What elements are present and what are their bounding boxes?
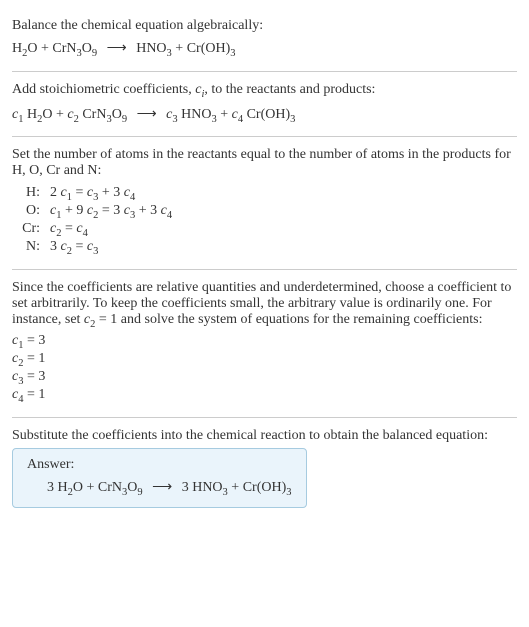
- reaction-arrow: ⟶: [131, 107, 163, 122]
- t: + 3: [135, 203, 160, 218]
- atom-balance-title: Set the number of atoms in the reactants…: [12, 147, 517, 179]
- t: Cr(OH): [243, 107, 290, 122]
- atom-eq: 3 c2 = c3: [50, 239, 98, 257]
- t: CrN: [79, 107, 107, 122]
- atom-row-cr: Cr: c2 = c4: [12, 221, 517, 239]
- coeff-c3: c3 = 3: [12, 369, 517, 387]
- lhs-part: O + CrN: [27, 41, 76, 56]
- section-stoichiometric: Add stoichiometric coefficients, ci, to …: [12, 72, 517, 138]
- atom-row-n: N: 3 c2 = c3: [12, 239, 517, 257]
- s: 4: [167, 210, 172, 221]
- t: 3 HNO: [182, 480, 223, 495]
- section-atom-balance: Set the number of atoms in the reactants…: [12, 137, 517, 269]
- atom-equations: H: 2 c1 = c3 + 3 c4 O: c1 + 9 c2 = 3 c3 …: [12, 185, 517, 256]
- balanced-equation: 3 H2O + CrN3O9 ⟶ 3 HNO3 + Cr(OH)3: [27, 479, 292, 498]
- section-answer: Substitute the coefficients into the che…: [12, 418, 517, 509]
- reaction-arrow: ⟶: [146, 480, 178, 495]
- unbalanced-equation: H2O + CrN3O9 ⟶ HNO3 + Cr(OH)3: [12, 40, 517, 59]
- t: =: [72, 239, 87, 254]
- t: + 3: [98, 185, 123, 200]
- rhs-part: + Cr(OH): [172, 41, 230, 56]
- atom-eq: 2 c1 = c3 + 3 c4: [50, 185, 135, 203]
- t: 2: [50, 185, 61, 200]
- reaction-arrow: ⟶: [101, 41, 133, 56]
- t: O: [112, 107, 122, 122]
- atom-label: Cr:: [12, 221, 40, 239]
- coeff-c2: c2 = 1: [12, 351, 517, 369]
- t: 3 H: [47, 480, 68, 495]
- atom-eq: c1 + 9 c2 = 3 c3 + 3 c4: [50, 203, 172, 221]
- section-solve: Since the coefficients are relative quan…: [12, 270, 517, 418]
- answer-box: Answer: 3 H2O + CrN3O9 ⟶ 3 HNO3 + Cr(OH)…: [12, 448, 307, 509]
- atom-label: N:: [12, 239, 40, 257]
- eq: = 1: [23, 387, 45, 402]
- t: + Cr(OH): [228, 480, 286, 495]
- t: 3: [50, 239, 61, 254]
- eq: = 3: [23, 333, 45, 348]
- coefficient-solutions: c1 = 3 c2 = 1 c3 = 3 c4 = 1: [12, 333, 517, 404]
- lhs-part: H: [12, 41, 22, 56]
- t: =: [72, 185, 87, 200]
- text: Add stoichiometric coefficients,: [12, 82, 195, 97]
- t: O: [127, 480, 137, 495]
- atom-label: H:: [12, 185, 40, 203]
- s: 4: [130, 192, 135, 203]
- t: = 1 and solve the system of equations fo…: [95, 312, 482, 327]
- sub: 9: [122, 113, 127, 124]
- s: 9: [137, 486, 142, 497]
- substitute-title: Substitute the coefficients into the che…: [12, 428, 517, 444]
- problem-title: Balance the chemical equation algebraica…: [12, 18, 517, 34]
- atom-eq: c2 = c4: [50, 221, 88, 239]
- atom-row-h: H: 2 c1 = c3 + 3 c4: [12, 185, 517, 203]
- t: O + CrN: [73, 480, 122, 495]
- atom-row-o: O: c1 + 9 c2 = 3 c3 + 3 c4: [12, 203, 517, 221]
- t: = 3: [98, 203, 123, 218]
- sub: 3: [230, 48, 235, 59]
- rhs-part: HNO: [136, 41, 166, 56]
- coeff-c1: c1 = 3: [12, 333, 517, 351]
- solve-text: Since the coefficients are relative quan…: [12, 280, 517, 330]
- t: +: [217, 107, 232, 122]
- s: 3: [93, 246, 98, 257]
- s: 3: [286, 486, 291, 497]
- atom-label: O:: [12, 203, 40, 221]
- text: , to the reactants and products:: [204, 82, 375, 97]
- t: + 9: [61, 203, 86, 218]
- s: 4: [83, 228, 88, 239]
- t: O +: [42, 107, 67, 122]
- lhs-part: O: [82, 41, 92, 56]
- t: =: [61, 221, 76, 236]
- stoich-title: Add stoichiometric coefficients, ci, to …: [12, 82, 517, 100]
- eq: = 3: [23, 369, 45, 384]
- t: H: [23, 107, 37, 122]
- sub: 3: [290, 113, 295, 124]
- t: HNO: [178, 107, 212, 122]
- eq: = 1: [23, 351, 45, 366]
- coeff-c4: c4 = 1: [12, 387, 517, 405]
- answer-label: Answer:: [27, 457, 292, 473]
- section-problem: Balance the chemical equation algebraica…: [12, 8, 517, 72]
- sub: 9: [92, 48, 97, 59]
- coeff-equation: c1 H2O + c2 CrN3O9 ⟶ c3 HNO3 + c4 Cr(OH)…: [12, 106, 517, 125]
